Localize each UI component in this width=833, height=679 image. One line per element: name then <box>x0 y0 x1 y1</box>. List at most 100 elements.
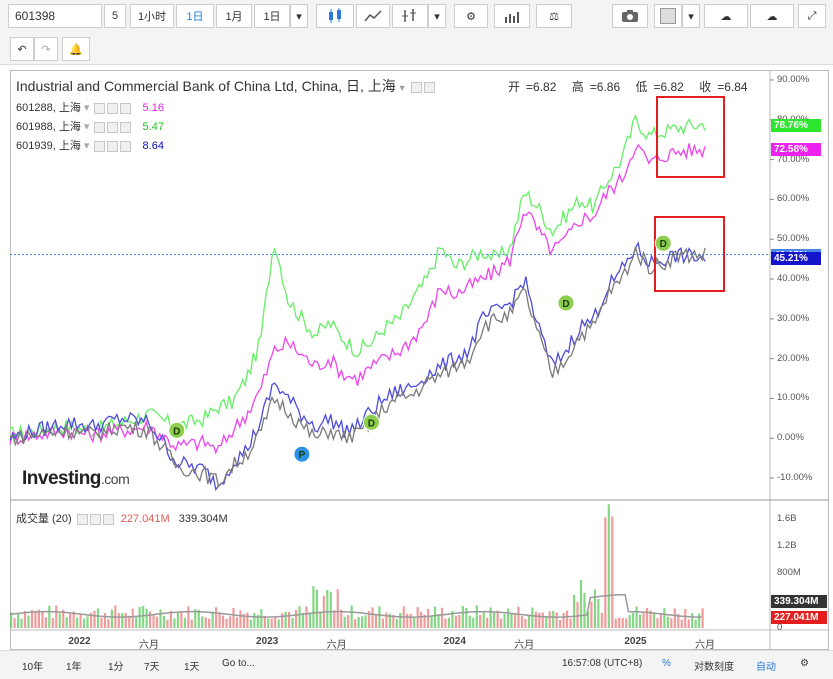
interval-number[interactable]: 5 <box>104 4 126 28</box>
volume-bar <box>89 612 93 628</box>
event-marker <box>293 445 311 463</box>
volume-bar <box>611 516 614 628</box>
compare-legend-601288[interactable]: 601288, 上海 ▾ 5.16 <box>16 102 164 114</box>
compare-scale-icon[interactable]: ⚖ <box>536 4 572 28</box>
interval-1d-button[interactable]: 1日 <box>176 4 214 28</box>
volume-bar <box>628 615 631 628</box>
volume-bar <box>698 613 701 628</box>
cloud-upload-icon[interactable]: ☁ <box>750 4 794 28</box>
volume-bar <box>350 605 353 628</box>
volume-bar <box>614 618 617 628</box>
line-chart-icon[interactable] <box>356 4 390 28</box>
volume-bar <box>510 613 513 628</box>
volume-bar <box>645 608 649 628</box>
redo-icon[interactable]: ↷ <box>34 37 58 61</box>
goto-button[interactable]: Go to... <box>222 658 255 669</box>
y-tick-label: 70.00% <box>777 153 810 165</box>
alert-bell-icon[interactable]: 🔔 <box>62 37 90 61</box>
volume-bar <box>677 613 680 628</box>
legend-gear-icon[interactable] <box>423 81 435 93</box>
volume-bar <box>124 613 127 628</box>
volume-bar <box>461 605 464 628</box>
volume-bar <box>374 614 378 628</box>
volume-bar <box>347 615 350 628</box>
cloud-download-icon[interactable]: ☁ <box>704 4 748 28</box>
settings-gear-icon[interactable]: ⚙ <box>454 4 488 28</box>
volume-bar <box>562 612 565 628</box>
fullscreen-icon[interactable]: ⤢ <box>798 4 826 28</box>
volume-bar <box>666 616 669 628</box>
volume-average-line <box>9 593 702 618</box>
volume-bar <box>406 613 409 628</box>
volume-bar <box>642 612 645 628</box>
volume-bar <box>684 608 687 628</box>
volume-bar <box>538 612 541 628</box>
volume-bar <box>86 616 89 628</box>
volume-bar <box>194 609 197 628</box>
volume-bar <box>548 611 551 628</box>
volume-bar <box>288 611 291 628</box>
volume-bar <box>329 592 332 628</box>
series-line-601398 <box>9 246 706 488</box>
indicators-icon[interactable] <box>392 4 428 28</box>
range-1d[interactable]: 1天 <box>184 662 200 673</box>
volume-bar <box>496 610 499 628</box>
candle-chart-icon[interactable] <box>316 4 354 28</box>
indicators-dropdown-icon[interactable]: ▾ <box>428 4 446 28</box>
bottom-settings-gear-icon[interactable]: ⚙ <box>800 658 809 669</box>
color-dropdown-icon[interactable]: ▾ <box>682 4 700 28</box>
undo-icon[interactable]: ↶ <box>10 37 34 61</box>
volume-bar <box>433 606 437 628</box>
volume-bar <box>176 612 179 628</box>
volume-bar <box>183 617 186 628</box>
volume-bar <box>291 618 294 628</box>
volume-bar <box>552 611 555 628</box>
volume-bar <box>399 612 402 628</box>
symbol-input[interactable]: 601398 <box>8 4 102 28</box>
volume-bar <box>440 607 444 628</box>
interval-custom-button[interactable]: 1日 <box>254 4 290 28</box>
volume-bar <box>604 517 607 628</box>
volume-tick-label: 0 <box>777 622 783 633</box>
volume-bar <box>135 615 138 628</box>
range-7d[interactable]: 7天 <box>144 662 160 673</box>
range-10y[interactable]: 10年 <box>22 662 44 673</box>
volume-bar <box>482 611 485 628</box>
volume-bar <box>395 618 398 628</box>
volume-bar <box>586 611 590 628</box>
volume-bar <box>121 613 124 628</box>
percent-toggle[interactable]: % <box>662 658 671 669</box>
legend-eye-icon[interactable] <box>410 81 422 93</box>
volume-bar <box>267 618 270 628</box>
auto-scale-toggle[interactable]: 自动 <box>756 662 776 673</box>
current-value-tag: 72.58% <box>771 143 821 157</box>
volume-bar <box>597 599 600 628</box>
volume-bar <box>277 619 280 628</box>
range-1y[interactable]: 1年 <box>66 662 82 673</box>
volume-bar <box>559 619 562 628</box>
camera-icon[interactable] <box>612 4 648 28</box>
interval-1h-button[interactable]: 1小时 <box>130 4 174 28</box>
volume-bar <box>308 612 312 628</box>
volume-bar <box>381 618 385 628</box>
volume-bar <box>343 616 346 628</box>
interval-1m-button[interactable]: 1月 <box>216 4 252 28</box>
chart-frame[interactable] <box>10 70 829 650</box>
volume-bar <box>298 606 301 628</box>
volume-bar <box>541 612 544 628</box>
current-value-tag: 45.21% <box>771 252 821 266</box>
log-scale-toggle[interactable]: 对数刻度 <box>694 662 734 673</box>
volume-bar <box>253 613 256 628</box>
range-1min[interactable]: 1分 <box>108 662 124 673</box>
volume-bar <box>503 614 506 628</box>
studies-bars-icon[interactable] <box>494 4 530 28</box>
volume-bar <box>208 618 211 628</box>
compare-legend-601988[interactable]: 601988, 上海 ▾ 5.47 <box>16 121 164 133</box>
interval-dropdown-icon[interactable]: ▾ <box>290 4 308 28</box>
color-box-icon[interactable] <box>654 4 682 28</box>
compare-legend-601939[interactable]: 601939, 上海 ▾ 8.64 <box>16 140 164 152</box>
event-marker <box>362 413 380 431</box>
volume-bar <box>138 606 141 628</box>
